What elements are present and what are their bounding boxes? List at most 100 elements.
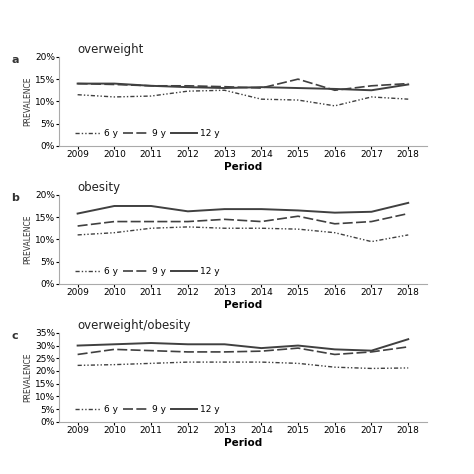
12 y: [405, 337, 411, 342]
12 y: [222, 206, 228, 212]
6 y: [405, 96, 411, 102]
6 y: [295, 361, 301, 366]
9 y: [148, 348, 154, 354]
6 y: [258, 359, 264, 365]
9 y: [185, 219, 191, 224]
6 y: [369, 94, 374, 100]
9 y: [332, 87, 337, 93]
12 y: [148, 83, 154, 89]
12 y: [185, 84, 191, 90]
12 y: [222, 85, 228, 91]
9 y: [369, 349, 374, 355]
9 y: [258, 85, 264, 91]
6 y: [405, 232, 411, 238]
12 y: [111, 341, 117, 347]
9 y: [222, 349, 228, 355]
12 y: [148, 203, 154, 209]
12 y: [258, 206, 264, 212]
9 y: [75, 352, 81, 357]
9 y: [405, 211, 411, 217]
12 y: [405, 200, 411, 206]
6 y: [148, 93, 154, 99]
12 y: [295, 343, 301, 348]
12 y: [369, 348, 374, 354]
12 y: [185, 209, 191, 214]
9 y: [111, 82, 117, 87]
Text: c: c: [11, 331, 18, 341]
12 y: [185, 341, 191, 347]
6 y: [185, 224, 191, 230]
Legend: 6 y, 9 y, 12 y: 6 y, 9 y, 12 y: [71, 263, 223, 279]
Legend: 6 y, 9 y, 12 y: 6 y, 9 y, 12 y: [71, 125, 223, 141]
9 y: [111, 346, 117, 352]
Text: a: a: [11, 55, 19, 65]
12 y: [332, 210, 337, 216]
6 y: [332, 230, 337, 236]
9 y: [332, 352, 337, 357]
6 y: [258, 226, 264, 231]
6 y: [75, 92, 81, 98]
9 y: [148, 83, 154, 89]
X-axis label: Period: Period: [224, 162, 262, 172]
12 y: [332, 86, 337, 92]
12 y: [332, 346, 337, 352]
9 y: [148, 219, 154, 224]
Line: 6 y: 6 y: [78, 227, 408, 242]
9 y: [185, 349, 191, 355]
6 y: [295, 97, 301, 103]
12 y: [75, 211, 81, 217]
9 y: [295, 76, 301, 82]
12 y: [75, 343, 81, 348]
6 y: [258, 96, 264, 102]
6 y: [148, 226, 154, 231]
9 y: [295, 345, 301, 351]
12 y: [369, 87, 374, 93]
12 y: [405, 82, 411, 87]
9 y: [111, 219, 117, 224]
6 y: [111, 362, 117, 367]
Line: 12 y: 12 y: [78, 203, 408, 214]
12 y: [111, 203, 117, 209]
Line: 9 y: 9 y: [78, 214, 408, 226]
Y-axis label: PREVALENCE: PREVALENCE: [23, 215, 32, 264]
Line: 12 y: 12 y: [78, 339, 408, 351]
Line: 9 y: 9 y: [78, 347, 408, 355]
6 y: [369, 365, 374, 371]
6 y: [405, 365, 411, 371]
Y-axis label: PREVALENCE: PREVALENCE: [23, 353, 32, 402]
6 y: [75, 232, 81, 238]
6 y: [185, 88, 191, 94]
6 y: [295, 226, 301, 232]
Text: overweight/obesity: overweight/obesity: [78, 319, 191, 332]
Line: 12 y: 12 y: [78, 83, 408, 90]
6 y: [222, 226, 228, 231]
9 y: [405, 81, 411, 86]
Text: obesity: obesity: [78, 181, 121, 194]
6 y: [148, 361, 154, 366]
9 y: [258, 348, 264, 354]
12 y: [111, 81, 117, 86]
Line: 6 y: 6 y: [78, 362, 408, 368]
9 y: [222, 84, 228, 90]
9 y: [369, 83, 374, 89]
6 y: [332, 103, 337, 109]
X-axis label: Period: Period: [224, 438, 262, 448]
6 y: [369, 239, 374, 245]
6 y: [111, 230, 117, 236]
Line: 9 y: 9 y: [78, 79, 408, 90]
9 y: [222, 217, 228, 222]
12 y: [295, 85, 301, 91]
12 y: [369, 209, 374, 215]
Line: 6 y: 6 y: [78, 90, 408, 106]
12 y: [258, 84, 264, 90]
Text: overweight: overweight: [78, 43, 144, 56]
9 y: [405, 344, 411, 350]
9 y: [295, 213, 301, 219]
9 y: [75, 223, 81, 229]
Legend: 6 y, 9 y, 12 y: 6 y, 9 y, 12 y: [71, 401, 223, 417]
9 y: [258, 219, 264, 224]
12 y: [222, 341, 228, 347]
6 y: [222, 359, 228, 365]
6 y: [75, 363, 81, 368]
Text: b: b: [11, 193, 19, 203]
